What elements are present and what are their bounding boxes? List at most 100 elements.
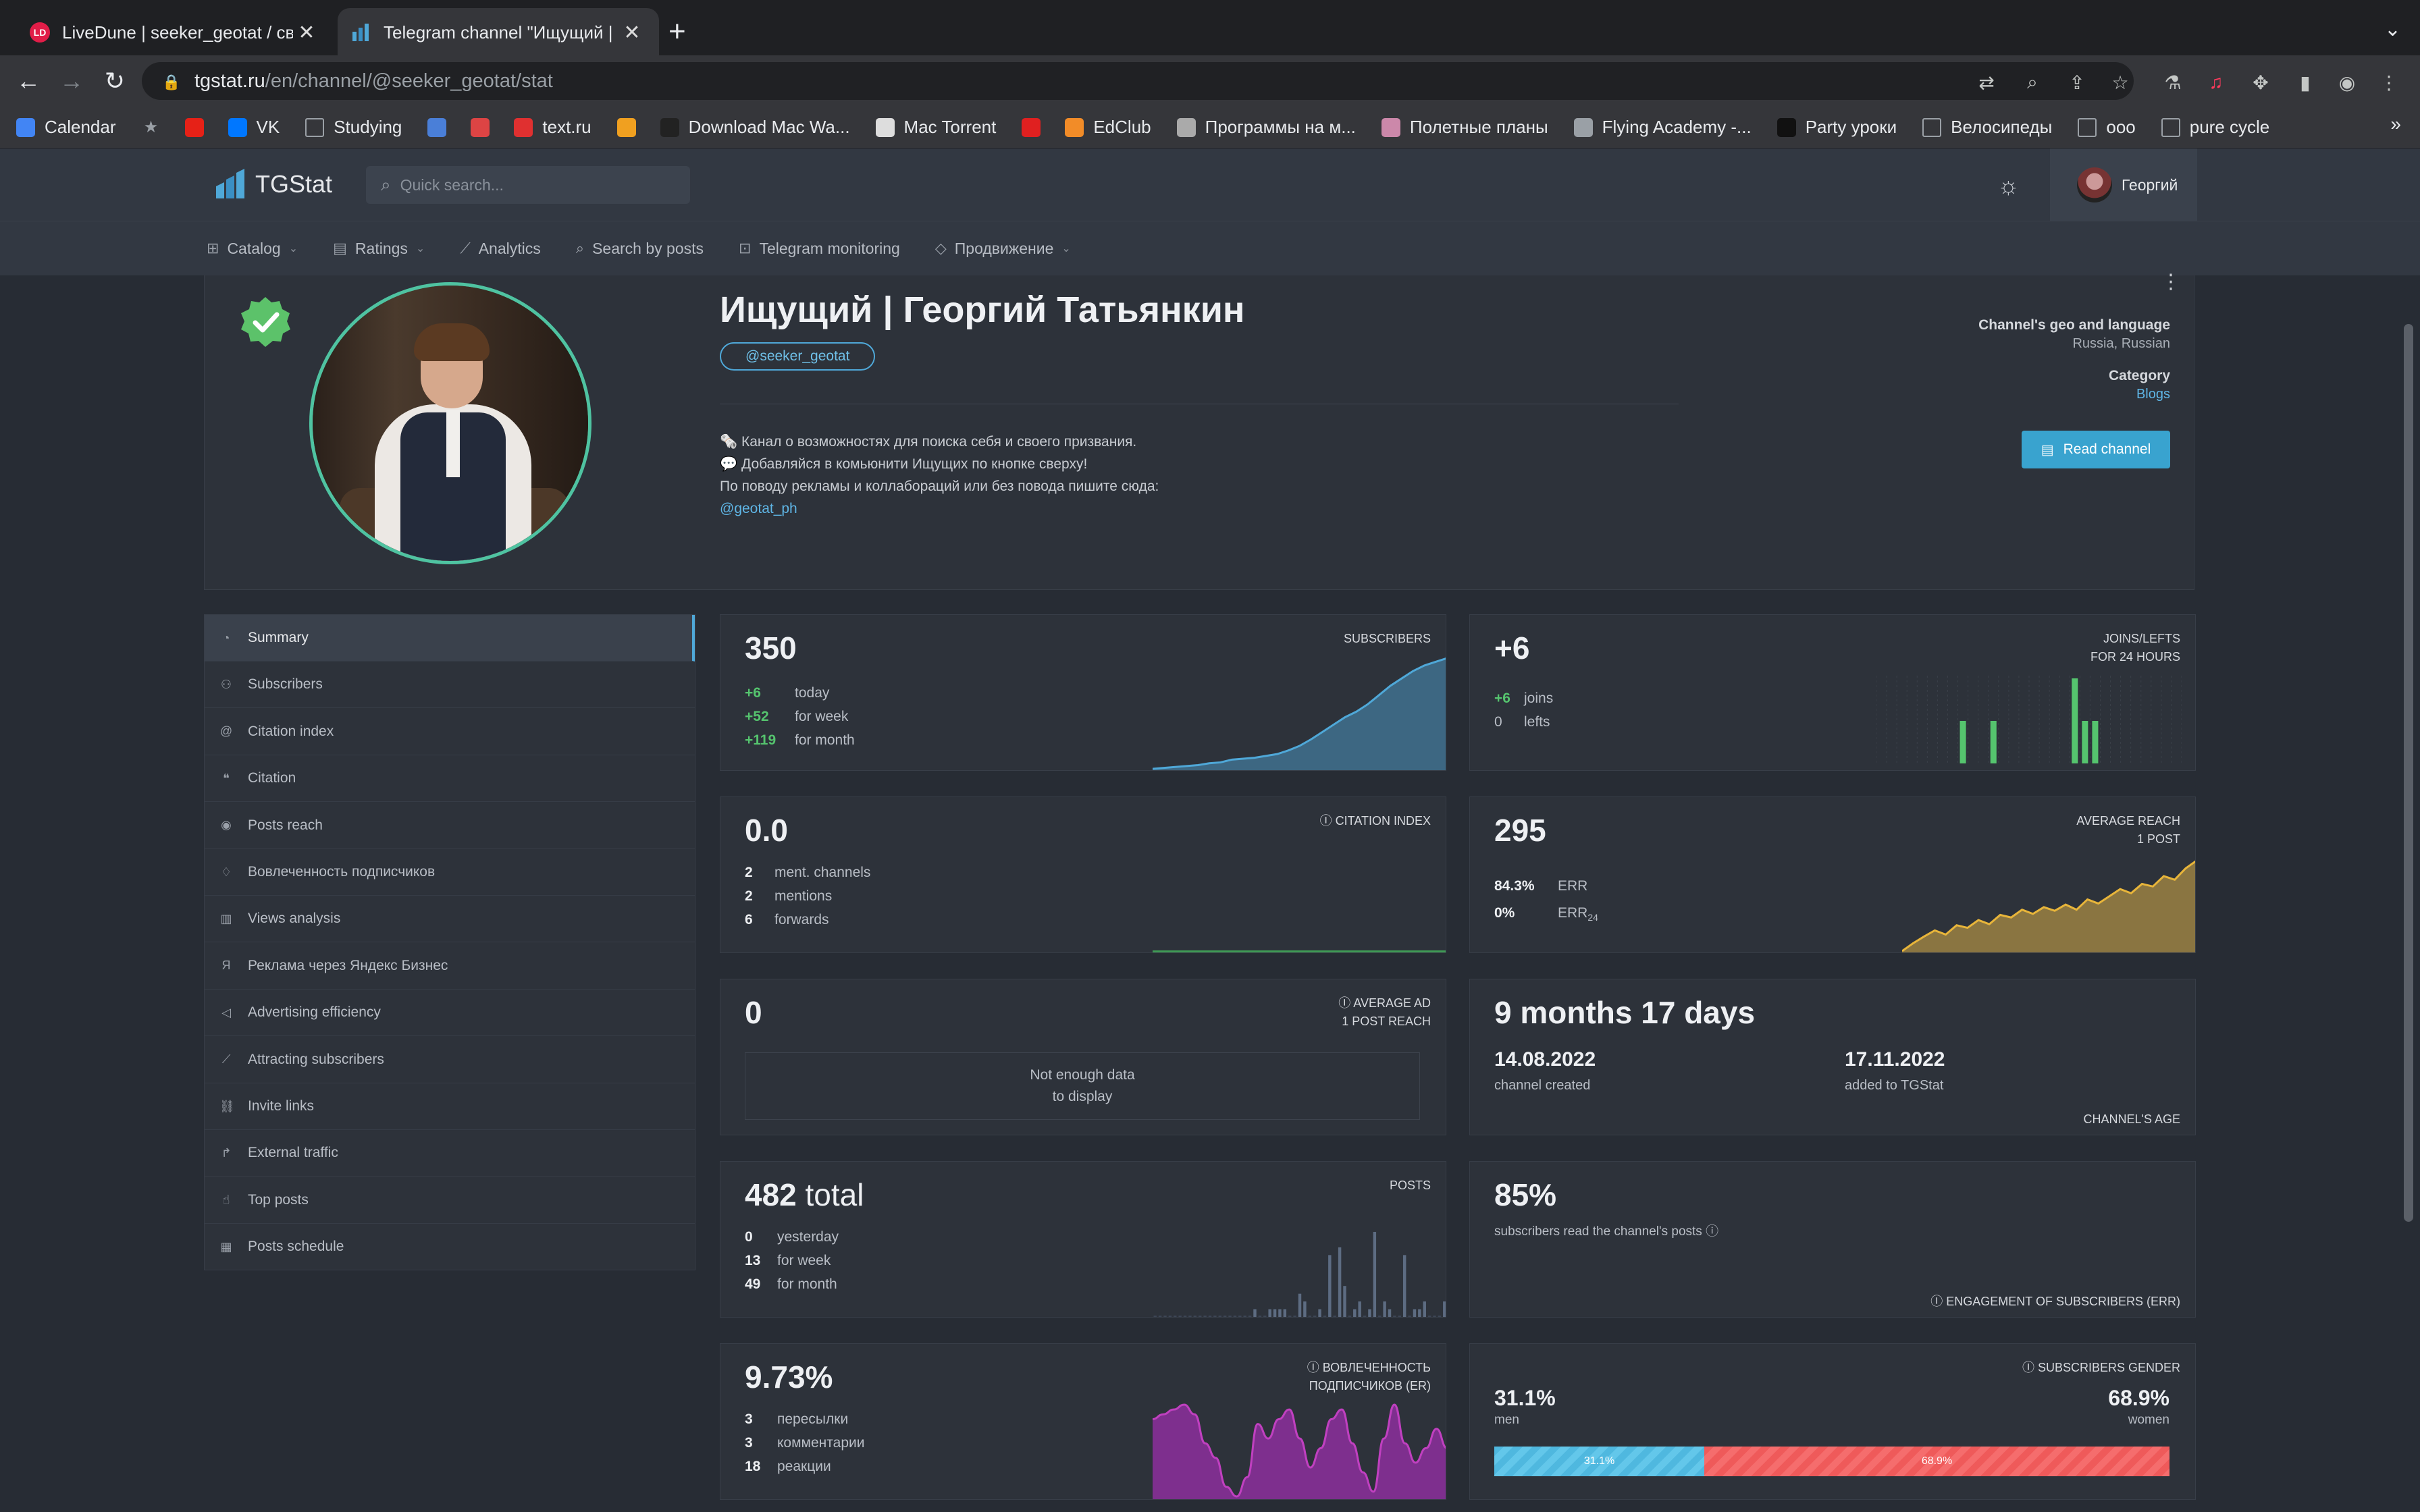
- read-channel-button[interactable]: ▤ Read channel: [2022, 431, 2170, 468]
- bookmark-item[interactable]: pure cycle: [2161, 117, 2269, 138]
- youtube-icon: [184, 117, 204, 137]
- bookmark-item[interactable]: Download Mac Wa...: [660, 117, 850, 138]
- bar: [1909, 762, 1915, 763]
- bookmark-item[interactable]: Party уроки: [1777, 117, 1897, 138]
- close-tab-icon[interactable]: ✕: [623, 21, 641, 44]
- sidebar-item[interactable]: ▥ Views analysis: [205, 896, 695, 943]
- zoom-icon[interactable]: ⌕: [2027, 71, 2038, 92]
- sidebar-item[interactable]: ☝ Top posts: [205, 1177, 695, 1224]
- profile-avatar-icon[interactable]: ◉: [2338, 72, 2356, 93]
- bookmark-item[interactable]: ★: [142, 118, 170, 137]
- average-reach-card[interactable]: 295 AVERAGE REACH 1 POST 84.3% ERR 0% ERR24: [1469, 796, 2196, 953]
- nav-item[interactable]: ⌕ Search by posts: [576, 240, 704, 258]
- bookmark-item[interactable]: [471, 117, 499, 137]
- nav-item[interactable]: ⊞ Catalog ⌄: [207, 240, 298, 258]
- bookmark-item[interactable]: Полетные планы: [1381, 117, 1548, 138]
- theme-toggle-sun-icon[interactable]: ☼: [1997, 171, 2020, 199]
- bookmarks-overflow-button[interactable]: »: [2390, 113, 2401, 134]
- sidebar-item[interactable]: ❝ Citation: [205, 755, 695, 803]
- men-label: men: [1494, 1413, 1519, 1427]
- bookmark-item[interactable]: ооо: [2078, 117, 2136, 138]
- browser-tab-livedune[interactable]: LD LiveDune | seeker_geotat / сво... ✕: [16, 8, 334, 57]
- sidebar-item[interactable]: ◔ Summary: [205, 615, 695, 662]
- sidebar-item[interactable]: ↱ External traffic: [205, 1130, 695, 1177]
- stat-number: +6: [1494, 691, 1510, 706]
- bookmark-star-icon[interactable]: ☆: [2111, 72, 2129, 93]
- bookmark-item[interactable]: Studying: [305, 117, 402, 138]
- subscribers-gender-card[interactable]: ⓘ SUBSCRIBERS GENDER 31.1% men 68.9% wom…: [1469, 1343, 2196, 1500]
- bookmark-item[interactable]: Flying Academy -...: [1573, 117, 1752, 138]
- bookmark-item[interactable]: Программы на м...: [1176, 117, 1356, 138]
- bookmark-item[interactable]: [616, 117, 646, 137]
- bookmark-item[interactable]: [184, 117, 213, 137]
- bookmark-item[interactable]: Calendar: [16, 117, 116, 138]
- sidebar-item[interactable]: ⚇ Subscribers: [205, 662, 695, 709]
- user-menu[interactable]: Георгий: [2050, 148, 2197, 221]
- category-link[interactable]: Blogs: [2136, 387, 2170, 402]
- nav-item[interactable]: ▤ Ratings ⌄: [333, 240, 425, 258]
- bookmark-item[interactable]: text.ru: [514, 117, 591, 138]
- tab-search-chevron-icon[interactable]: ⌄: [2384, 18, 2401, 40]
- err-card[interactable]: 85% subscribers read the channel's posts…: [1469, 1161, 2196, 1318]
- info-icon: ⓘ: [1338, 996, 1354, 1010]
- sparkline-area: [1902, 861, 2195, 952]
- sidebar-item[interactable]: ⛓ Invite links: [205, 1083, 695, 1130]
- extensions-puzzle-icon[interactable]: ✥: [2253, 72, 2269, 93]
- page-scrollbar[interactable]: [2404, 324, 2413, 1222]
- joins-lefts-card[interactable]: +6 JOINS/LEFTS FOR 24 HOURS +6 joins 0 left…: [1469, 614, 2196, 771]
- share-icon[interactable]: ⇪: [2069, 72, 2085, 93]
- labs-flask-icon[interactable]: ⚗: [2164, 72, 2182, 93]
- bookmark-item[interactable]: [427, 117, 456, 137]
- nav-item[interactable]: ◇ Продвижение ⌄: [935, 240, 1071, 258]
- posts-count: 482: [745, 1177, 797, 1212]
- music-extension-icon[interactable]: ♫: [2209, 72, 2224, 92]
- sidebar-item-label: Invite links: [248, 1098, 315, 1114]
- sidebar-item[interactable]: ▦ Posts schedule: [205, 1224, 695, 1271]
- new-tab-button[interactable]: +: [668, 15, 686, 48]
- bookmark-item[interactable]: EdClub: [1065, 117, 1151, 138]
- sidebar-item[interactable]: Я Реклама через Яндекс Бизнес: [205, 943, 695, 990]
- bookmark-item[interactable]: Велосипеды: [1922, 117, 2052, 138]
- stat-number: 6: [745, 912, 753, 927]
- bookmark-item[interactable]: [1022, 117, 1050, 137]
- channel-handle-link[interactable]: @seeker_geotat: [720, 342, 876, 371]
- sidebar-item[interactable]: ♢ Вовлеченность подписчиков: [205, 849, 695, 896]
- trend-icon: ⟋: [221, 1052, 231, 1066]
- nav-item[interactable]: ⊡ Telegram monitoring: [739, 240, 900, 258]
- close-tab-icon[interactable]: ✕: [298, 21, 315, 44]
- translate-icon[interactable]: ⇄: [1978, 72, 1995, 93]
- back-arrow-icon[interactable]: ←: [16, 67, 41, 94]
- bookmark-item[interactable]: Mac Torrent: [875, 117, 996, 138]
- bar: [2174, 762, 2180, 763]
- sidebar-item[interactable]: @ Citation index: [205, 709, 695, 755]
- bookmark-item[interactable]: VK: [228, 117, 280, 138]
- contact-link[interactable]: @geotat_ph: [720, 501, 797, 516]
- label-text: ENGAGEMENT OF SUBSCRIBERS (ERR): [1946, 1295, 2180, 1308]
- forward-arrow-icon[interactable]: →: [59, 67, 84, 94]
- channel-more-menu-icon[interactable]: ⋮: [2161, 271, 2181, 293]
- side-panel-icon[interactable]: ▮: [2300, 72, 2311, 93]
- posts-card[interactable]: 482 total POSTS 0 yesterday 13 for week 49…: [720, 1161, 1446, 1318]
- reload-icon[interactable]: ↻: [104, 67, 126, 94]
- nav-item[interactable]: ⟋ Analytics: [460, 240, 540, 258]
- stat-number: 13: [745, 1253, 761, 1268]
- browser-tab-tgstat[interactable]: Telegram channel "Ищущий | Г... ✕: [338, 8, 659, 57]
- browser-menu-icon[interactable]: ⋮: [2379, 72, 2398, 93]
- channel-age-card[interactable]: 9 months 17 days 14.08.2022 channel crea…: [1469, 979, 2196, 1135]
- subscribers-card[interactable]: 350 SUBSCRIBERS +6 today +52 for week +119…: [720, 614, 1446, 771]
- folder-icon: [2161, 117, 2180, 137]
- sidebar-item[interactable]: ⟋ Attracting subscribers: [205, 1037, 695, 1083]
- info-icon: ⓘ: [2022, 1361, 2038, 1374]
- help-icon[interactable]: ⓘ: [1706, 1224, 1719, 1239]
- stat-number: +6: [745, 685, 761, 701]
- sidebar-item[interactable]: ◉ Posts reach: [205, 803, 695, 849]
- sidebar-item[interactable]: ◁ Advertising efficiency: [205, 990, 695, 1037]
- address-bar[interactable]: 🔒 tgstat.ru/en/channel/@seeker_geotat/st…: [142, 62, 2134, 100]
- er-card[interactable]: 9.73% ⓘ ВОВЛЕЧЕННОСТЬ ПОДПИСЧИКОВ (ER) 3 п…: [720, 1343, 1446, 1500]
- sparkline-line: [1902, 860, 2195, 952]
- quick-search-input[interactable]: ⌕ Quick search...: [366, 166, 690, 204]
- tgstat-logo[interactable]: TGStat: [215, 169, 332, 200]
- average-ad-reach-card[interactable]: 0 ⓘ AVERAGE AD 1 POST REACH Not enough da…: [720, 979, 1446, 1135]
- citation-index-card[interactable]: 0.0 ⓘ CITATION INDEX 2 ment. channels 2 me…: [720, 796, 1446, 953]
- posts-label: POSTS: [1389, 1179, 1431, 1192]
